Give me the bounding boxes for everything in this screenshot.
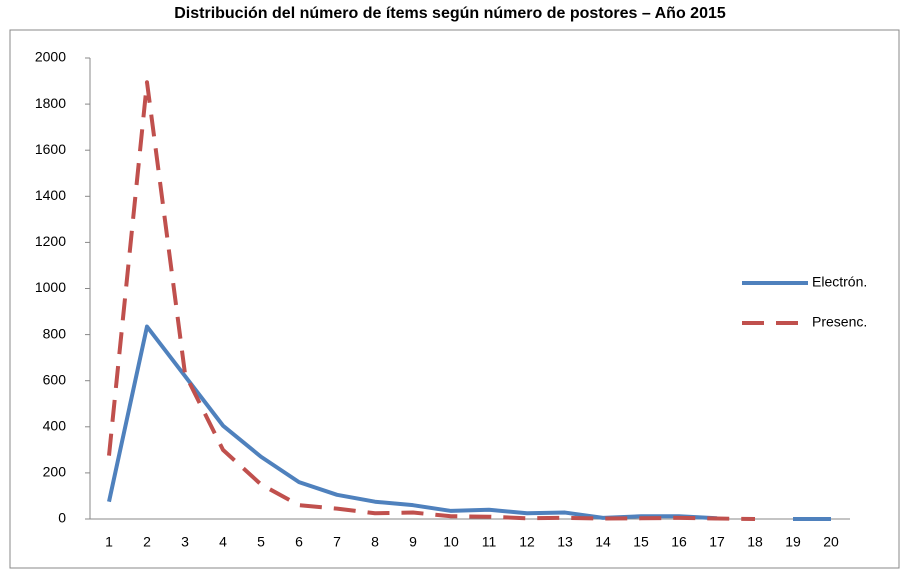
chart-title: Distribución del número de ítems según n…	[174, 5, 726, 22]
y-tick-label: 1600	[35, 141, 66, 157]
y-tick-label: 2000	[35, 49, 66, 65]
x-tick-label: 17	[709, 534, 725, 550]
x-tick-label: 4	[219, 534, 227, 550]
y-tick-label: 200	[43, 464, 67, 480]
x-tick-label: 12	[519, 534, 535, 550]
y-tick-label: 800	[43, 325, 67, 341]
x-tick-label: 7	[333, 534, 341, 550]
x-tick-label: 15	[633, 534, 649, 550]
x-tick-label: 9	[409, 534, 417, 550]
y-tick-label: 0	[58, 510, 66, 526]
y-tick-label: 600	[43, 371, 67, 387]
x-tick-label: 3	[181, 534, 189, 550]
x-tick-label: 8	[371, 534, 379, 550]
chart-frame	[9, 29, 900, 569]
y-tick-label: 1400	[35, 187, 66, 203]
x-tick-label: 2	[143, 534, 151, 550]
x-tick-label: 16	[671, 534, 687, 550]
x-tick-label: 20	[823, 534, 839, 550]
x-tick-label: 10	[443, 534, 459, 550]
y-tick-label: 400	[43, 418, 67, 434]
legend-label: Presenc.	[812, 314, 867, 330]
x-tick-label: 5	[257, 534, 265, 550]
series-line	[107, 324, 718, 521]
x-tick-label: 18	[747, 534, 763, 550]
y-tick-label: 1800	[35, 95, 66, 111]
y-tick-label: 1200	[35, 233, 66, 249]
x-tick-label: 6	[295, 534, 303, 550]
x-tick-label: 14	[595, 534, 611, 550]
series-line	[107, 80, 756, 521]
x-tick-label: 13	[557, 534, 573, 550]
x-tick-label: 1	[105, 534, 113, 550]
x-tick-label: 11	[482, 534, 497, 550]
legend-label: Electrón.	[812, 274, 867, 290]
x-tick-label: 19	[785, 534, 801, 550]
y-tick-label: 1000	[35, 279, 66, 295]
